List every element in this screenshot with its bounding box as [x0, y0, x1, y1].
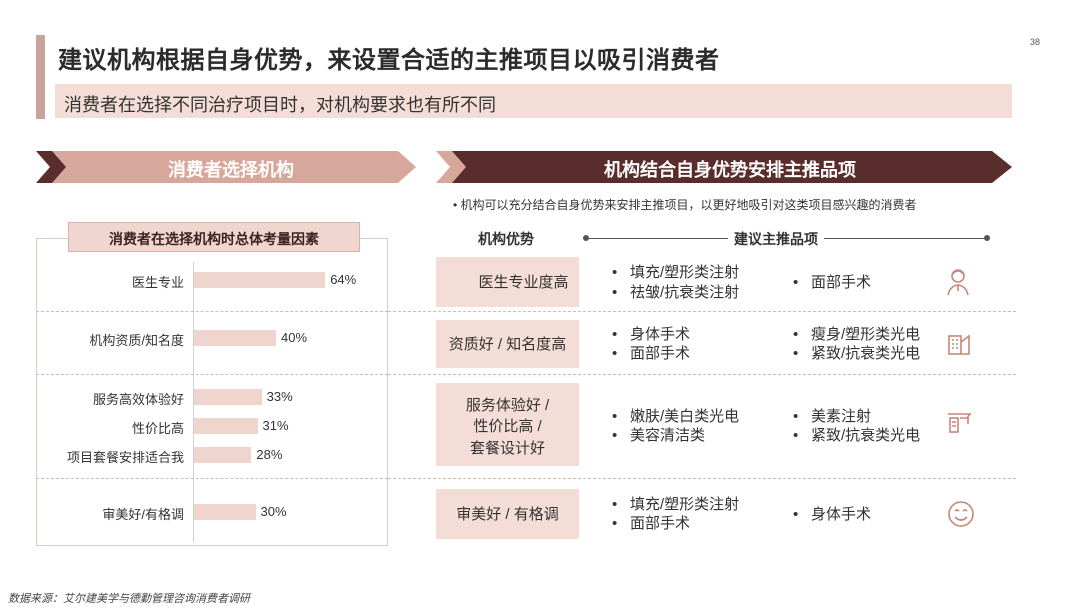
- bar: [194, 272, 326, 288]
- subtitle-banner: [55, 84, 1012, 118]
- bar-category-label: 医生专业: [131, 275, 184, 290]
- page-title: 建议机构根据自身优势，来设置合适的主推项目以吸引消费者: [58, 47, 720, 74]
- explanatory-note: • 机构可以充分结合自身优势来安排主推项目，以更好地吸引对这类项目感兴趣的消费者: [453, 198, 917, 212]
- bar: [194, 389, 262, 405]
- advantage-label: 套餐设计好: [469, 440, 545, 457]
- advantage-label: 性价比高 /: [473, 418, 542, 435]
- title-accent-bar: [36, 35, 45, 119]
- recommend-item: • 紧致/抗衰类光电: [793, 345, 921, 362]
- connector-dot: [583, 235, 589, 241]
- advantage-label: 服务体验好 /: [465, 397, 550, 414]
- recommend-item: • 美素注射: [793, 408, 872, 425]
- connector-dot: [984, 235, 990, 241]
- chart-axis: [193, 262, 194, 542]
- bar: [194, 330, 276, 346]
- column-header-advantage: 机构优势: [478, 231, 534, 247]
- row-divider: [388, 478, 1016, 479]
- recommend-item: • 身体手术: [793, 506, 872, 523]
- recommend-item: • 面部手术: [612, 515, 691, 532]
- bar: [194, 447, 252, 463]
- smile-face-icon: [946, 499, 976, 529]
- advantage-label: 医生专业度高: [478, 274, 569, 291]
- right-chevron-header: [436, 151, 1012, 183]
- advantage-box: [436, 383, 579, 466]
- building-icon: [946, 328, 972, 356]
- bar-value-label: 28%: [256, 447, 283, 462]
- bar-value-label: 30%: [260, 504, 287, 519]
- bar-category-label: 审美好/有格调: [102, 507, 184, 522]
- bar-value-label: 40%: [281, 330, 308, 345]
- bar-category-label: 机构资质/知名度: [89, 333, 184, 348]
- bar: [194, 504, 256, 520]
- bar: [194, 418, 258, 434]
- advantage-box: [436, 489, 579, 539]
- doctor-icon: [944, 266, 972, 296]
- factor-chart-title: 消费者在选择机构时总体考量因素: [109, 231, 319, 247]
- advantage-label: 审美好 / 有格调: [456, 506, 559, 523]
- advantage-box: [436, 257, 579, 307]
- advantage-box: [436, 320, 579, 368]
- recommend-item: • 紧致/抗衰类光电: [793, 427, 921, 444]
- source-footnote: 数据来源：艾尔建美学与德勤管理咨询消费者调研: [8, 593, 250, 605]
- page-number: 38: [1030, 37, 1041, 47]
- left-chevron-title: 消费者选择机构: [168, 160, 294, 180]
- row-divider: [36, 311, 388, 312]
- row-divider: [36, 478, 388, 479]
- row-divider: [36, 374, 388, 375]
- bar-value-label: 33%: [266, 389, 293, 404]
- recommend-item: • 瘦身/塑形类光电: [793, 326, 921, 343]
- recommend-item: • 美容清洁类: [612, 427, 706, 444]
- row-divider: [388, 311, 1016, 312]
- service-icon: [946, 410, 974, 436]
- recommend-item: • 身体手术: [612, 326, 691, 343]
- advantage-label: 资质好 / 知名度高: [448, 336, 567, 353]
- recommend-item: • 祛皱/抗衰类注射: [612, 284, 740, 301]
- recommend-item: • 面部手术: [612, 345, 691, 362]
- bar-category-label: 服务高效体验好: [92, 392, 184, 407]
- right-chevron-title: 机构结合自身优势安排主推品项: [604, 160, 856, 180]
- bar-value-label: 64%: [330, 272, 357, 287]
- recommend-item: • 嫩肤/美白类光电: [612, 408, 740, 425]
- bar-value-label: 31%: [262, 418, 289, 433]
- bar-category-label: 项目套餐安排适合我: [66, 450, 184, 465]
- factor-title-pill: [68, 222, 360, 252]
- column-header-recommendation: 建议主推品项: [728, 229, 824, 249]
- recommend-item: • 填充/塑形类注射: [612, 264, 740, 281]
- recommend-item: • 面部手术: [793, 274, 872, 291]
- bar-category-label: 性价比高: [131, 421, 184, 436]
- left-chevron-header: [36, 151, 416, 183]
- row-divider: [388, 374, 1016, 375]
- recommend-item: • 填充/塑形类注射: [612, 496, 740, 513]
- page-subtitle: 消费者在选择不同治疗项目时，对机构要求也有所不同: [64, 95, 496, 115]
